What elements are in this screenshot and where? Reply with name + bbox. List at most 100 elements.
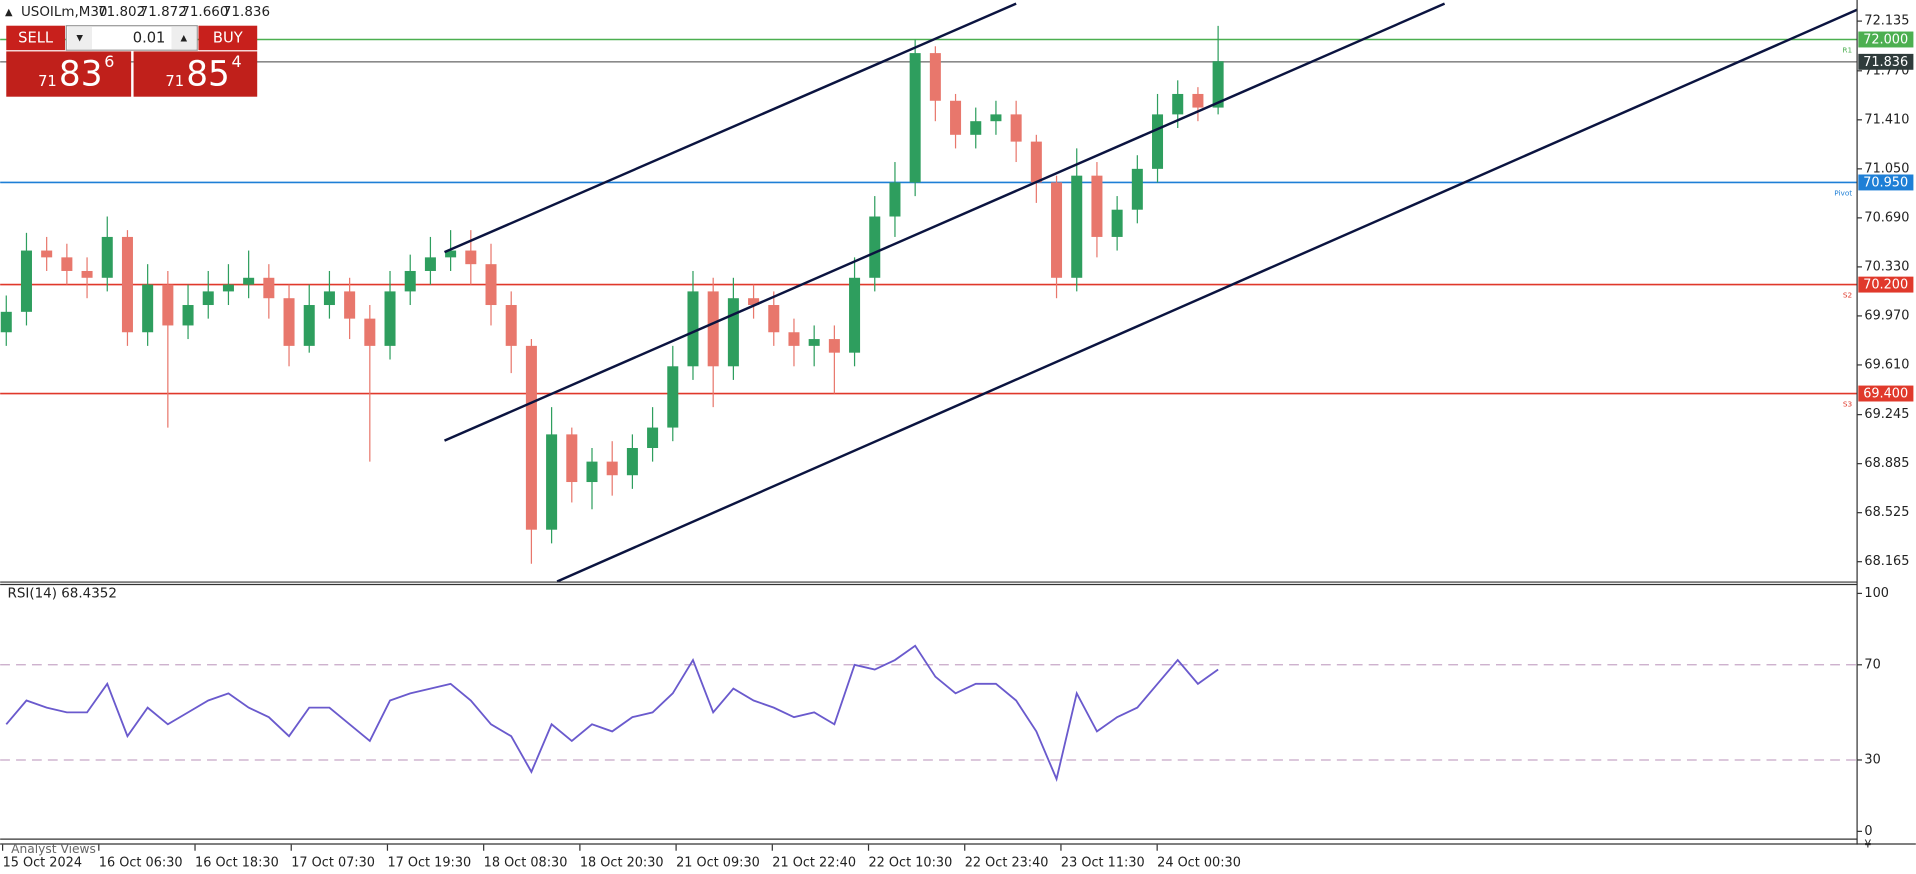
buy-price-box[interactable]: [133, 51, 258, 97]
x-tick-label: 18 Oct 20:30: [580, 855, 664, 870]
level-tag: Pivot: [1834, 188, 1852, 197]
y-tick-label: 100: [1864, 586, 1889, 601]
candle-body: [222, 284, 234, 292]
symbol: USOILm,M30: [21, 5, 108, 20]
scroll-icon[interactable]: ¥: [1864, 838, 1871, 851]
buy-button[interactable]: [198, 25, 258, 51]
candle-body: [283, 298, 295, 346]
level-label: 70.950: [1863, 176, 1908, 191]
x-tick-label: 17 Oct 07:30: [291, 855, 375, 870]
candle-body: [1030, 141, 1042, 183]
candle-body: [606, 461, 618, 476]
y-tick-label: 30: [1864, 752, 1880, 767]
big-figure: 71: [165, 73, 184, 90]
candle-body: [1172, 93, 1184, 115]
y-tick-label: 68.165: [1864, 554, 1909, 569]
candle-body: [667, 366, 679, 428]
candle-body: [626, 447, 638, 476]
x-tick-label: 16 Oct 18:30: [195, 855, 279, 870]
down-button[interactable]: [67, 26, 92, 49]
sell-price-box[interactable]: [6, 51, 132, 97]
pips: 85: [186, 54, 230, 94]
candle-body: [727, 298, 739, 367]
ohlc-value: 71.802: [98, 5, 145, 20]
y-tick-label: 72.135: [1864, 14, 1909, 29]
candle-body: [323, 291, 335, 306]
candle-body: [445, 250, 457, 258]
candle-body: [909, 53, 921, 183]
candle-body: [1152, 114, 1164, 169]
level-label: 70.200: [1863, 278, 1908, 293]
rsi-title: RSI(14) 68.4352: [7, 587, 116, 602]
candle-body: [950, 100, 962, 135]
candle-body: [303, 305, 315, 346]
level-label-box: [1858, 53, 1914, 70]
candle-body: [788, 332, 800, 346]
candle-body: [1051, 182, 1063, 278]
x-tick-label: 22 Oct 10:30: [869, 855, 953, 870]
x-tick-label: 18 Oct 08:30: [484, 855, 568, 870]
y-tick-label: 71.410: [1864, 112, 1909, 127]
big-figure: 71: [38, 73, 57, 90]
candle-body: [1131, 168, 1143, 210]
up-button[interactable]: [171, 26, 197, 49]
sell-button[interactable]: [6, 25, 66, 51]
candle-body: [566, 434, 578, 483]
trade-panel: SELL ▼ ▲ 0.01 BUY 71 83 6 71 85 4: [6, 25, 258, 97]
x-tick-label: 23 Oct 11:30: [1061, 855, 1145, 870]
candle-body: [768, 305, 780, 333]
candle-body: [424, 257, 436, 271]
tab[interactable]: Analyst Views: [11, 842, 96, 856]
y-tick-label: 69.970: [1864, 308, 1909, 323]
candle-body: [162, 284, 174, 326]
candle-body: [121, 236, 133, 333]
level-tag: S2: [1843, 291, 1852, 300]
y-tick-label: 70: [1864, 657, 1880, 672]
pips: 83: [59, 54, 103, 94]
candle-body: [384, 291, 396, 346]
candle-body: [586, 461, 598, 483]
candle-body: [1010, 114, 1022, 142]
level-label-box: [1858, 174, 1914, 191]
candle-body: [1192, 93, 1204, 108]
candle-body: [889, 182, 901, 217]
candle-body: [41, 250, 53, 258]
level-label-box: [1858, 31, 1914, 48]
point: 4: [232, 52, 242, 71]
candle-body: [101, 236, 113, 278]
y-tick-label: 68.525: [1864, 505, 1909, 520]
candle-body: [647, 427, 659, 448]
ohlc-value: 71.872: [140, 5, 187, 20]
candle-body: [364, 318, 376, 346]
candle-body: [0, 311, 12, 333]
candle-body: [344, 291, 356, 319]
candle-body: [243, 277, 255, 285]
candle-body: [707, 291, 719, 367]
rsi-line: [5, 644, 1219, 782]
level-label-box: [1858, 385, 1914, 402]
level-label: 72.000: [1863, 33, 1908, 48]
candle-body: [404, 270, 416, 292]
x-tick-label: 22 Oct 23:40: [965, 855, 1049, 870]
y-tick-label: 70.690: [1864, 210, 1909, 225]
y-tick-label: 69.245: [1864, 407, 1909, 422]
candle-body: [929, 53, 941, 101]
y-tick-label: 68.885: [1864, 456, 1909, 471]
candle-body: [748, 298, 760, 306]
x-tick-label: 24 Oct 00:30: [1157, 855, 1241, 870]
y-tick-label: 70.330: [1864, 259, 1909, 274]
candle-body: [525, 345, 537, 530]
candle-body: [465, 250, 477, 265]
candle-body: [1071, 175, 1083, 278]
level-label: 71.836: [1863, 55, 1908, 70]
candle-body: [990, 114, 1002, 122]
candle-body: [828, 339, 840, 353]
candle-body: [546, 434, 558, 530]
point: 6: [104, 52, 114, 71]
candle-body: [20, 250, 32, 312]
candle-body: [869, 216, 881, 278]
channel-line: [556, 8, 1858, 583]
